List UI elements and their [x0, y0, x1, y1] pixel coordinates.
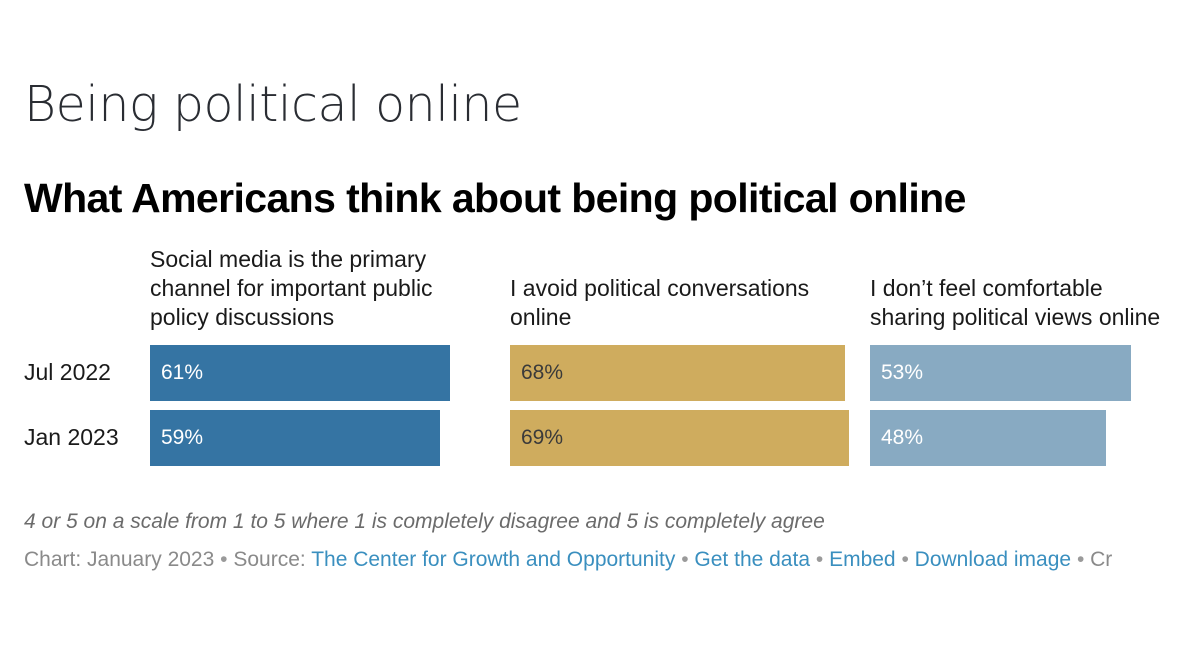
chart-date: Chart: January 2023 — [24, 548, 215, 571]
source-link[interactable]: The Center for Growth and Opportunity — [311, 548, 676, 571]
panel-header-line: policy discussions — [150, 304, 335, 330]
panel-header: I don’t feel comfortable sharing politica… — [870, 274, 1160, 332]
bar-value-label: 59% — [161, 426, 204, 449]
page-title: Being political online — [24, 76, 522, 133]
bar — [150, 345, 450, 401]
chart-note: 4 or 5 on a scale from 1 to 5 where 1 is… — [24, 510, 825, 533]
panel-header-line: I don’t feel comfortable — [870, 275, 1103, 301]
separator: • — [901, 548, 909, 571]
separator: • — [1076, 548, 1085, 571]
download-image-link[interactable]: Download image — [914, 548, 1072, 571]
separator: • — [681, 548, 689, 571]
bar-value-label: 68% — [521, 361, 564, 384]
chart-footer: Chart: January 2023 • Source: The Center… — [24, 548, 1112, 572]
row-label: Jul 2022 — [24, 359, 111, 385]
source-label: Source: — [233, 548, 306, 571]
panel-header: I avoid political conversations online — [510, 274, 809, 332]
separator: • — [815, 548, 824, 571]
panel-header: Social media is the primary channel for i… — [150, 245, 433, 332]
row-label: Jan 2023 — [24, 424, 119, 450]
embed-link[interactable]: Embed — [829, 548, 896, 571]
created-by-truncated: Cr — [1090, 548, 1113, 571]
bar-value-label: 53% — [881, 361, 924, 384]
bar — [510, 345, 845, 401]
bar — [510, 410, 849, 466]
bar-value-label: 48% — [881, 426, 924, 449]
panel-header-line: channel for important public — [150, 275, 433, 301]
separator: • — [220, 548, 228, 571]
bar — [150, 410, 440, 466]
bar — [870, 345, 1131, 401]
get-data-link[interactable]: Get the data — [694, 548, 811, 571]
bar-value-label: 69% — [521, 426, 564, 449]
panel-header-line: online — [510, 304, 572, 330]
panel-header-line: Social media is the primary — [150, 246, 427, 272]
panel-header-line: I avoid political conversations — [510, 275, 810, 301]
bar-value-label: 61% — [161, 361, 204, 384]
bar — [870, 410, 1106, 466]
chart-title: What Americans think about being politic… — [24, 175, 966, 221]
panel-header-line: sharing political views online — [870, 304, 1161, 330]
